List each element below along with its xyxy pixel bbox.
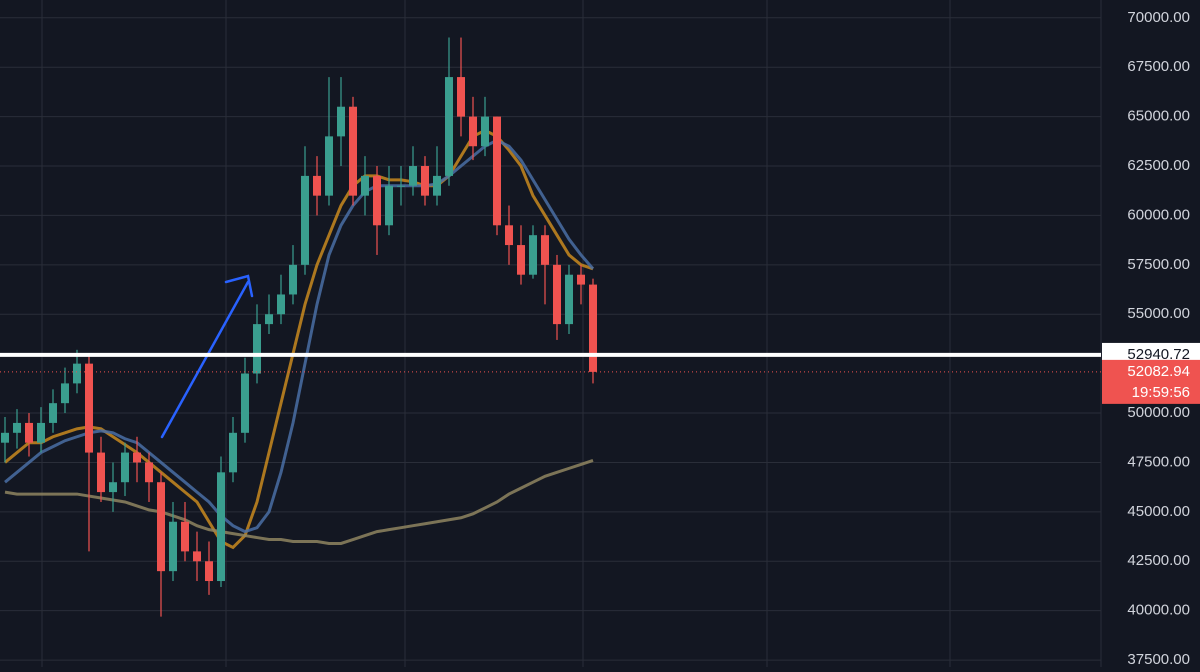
- candle-body: [397, 185, 405, 187]
- candle-body: [169, 521, 177, 572]
- countdown-label: 19:59:56: [1132, 384, 1190, 401]
- candle-body: [337, 106, 345, 137]
- candle-body: [253, 324, 261, 374]
- candle-body: [577, 274, 585, 285]
- candle-body: [193, 551, 201, 562]
- candle-body: [457, 77, 465, 117]
- candle-body: [85, 363, 93, 453]
- candle-body: [349, 106, 357, 196]
- candle-body: [325, 136, 333, 196]
- price-label-box: [1102, 359, 1200, 404]
- candle-body: [421, 166, 429, 196]
- y-tick-label: 62500.00: [1127, 157, 1190, 174]
- y-tick-label: 57500.00: [1127, 256, 1190, 273]
- candle-body: [205, 561, 213, 582]
- candle-body: [553, 264, 561, 325]
- candle-body: [589, 284, 597, 372]
- candle-body: [241, 373, 249, 433]
- plot: 37500.00 40000.00 42500.00 45000.00 47500.00…: [0, 9, 1190, 668]
- candle-body: [121, 452, 129, 483]
- price-label: 52082.94: [1127, 363, 1190, 380]
- candle-body: [49, 403, 57, 423]
- candle-body: [361, 175, 369, 196]
- candle-body: [25, 422, 33, 443]
- candle-body: [565, 274, 573, 325]
- candle-body: [265, 314, 273, 325]
- arrow-head: [224, 274, 254, 298]
- y-tick-label: 60000.00: [1127, 206, 1190, 223]
- candle-body: [517, 245, 525, 275]
- y-tick-label: 40000.00: [1127, 602, 1190, 619]
- candle-body: [13, 422, 21, 433]
- candle-body: [97, 452, 105, 493]
- time-grid: [41, 0, 951, 667]
- candle-body: [157, 482, 165, 572]
- y-tick-label: 50000.00: [1127, 404, 1190, 421]
- y-tick-label: 65000.00: [1127, 108, 1190, 125]
- candle-body: [505, 225, 513, 246]
- y-tick-label: 55000.00: [1127, 305, 1190, 322]
- candle-body: [313, 175, 321, 196]
- candle-body: [61, 383, 69, 404]
- y-tick-label: 42500.00: [1127, 552, 1190, 569]
- candle-body: [109, 482, 117, 493]
- annotation-arrow: [160, 274, 254, 439]
- candle-body: [469, 116, 477, 147]
- y-tick-label: 45000.00: [1127, 503, 1190, 520]
- candle-body: [289, 264, 297, 295]
- moving-average: [4, 459, 594, 545]
- y-tick-label: 70000.00: [1127, 9, 1190, 26]
- y-tick-label: 47500.00: [1127, 453, 1190, 470]
- arrow-shaft: [160, 280, 250, 439]
- candle-body: [301, 175, 309, 265]
- level-label: 52940.72: [1127, 346, 1190, 363]
- candle-body: [229, 432, 237, 473]
- candle-body: [181, 521, 189, 552]
- y-tick-label: 37500.00: [1127, 651, 1190, 667]
- candle-body: [385, 185, 393, 226]
- candle-body: [73, 363, 81, 384]
- y-tick-label: 67500.00: [1127, 58, 1190, 75]
- candle-body: [145, 462, 153, 483]
- candle-body: [37, 422, 45, 443]
- candle-body: [481, 116, 489, 147]
- candle-body: [277, 294, 285, 315]
- candle-body: [529, 235, 537, 275]
- candle-body: [1, 432, 9, 443]
- candle-body: [133, 452, 141, 463]
- candle-body: [541, 235, 549, 265]
- candle-body: [493, 116, 501, 226]
- candle-body: [217, 472, 225, 582]
- candle-body: [373, 175, 381, 226]
- candle-body: [409, 166, 417, 186]
- candle-body: [433, 175, 441, 196]
- candle-body: [445, 77, 453, 176]
